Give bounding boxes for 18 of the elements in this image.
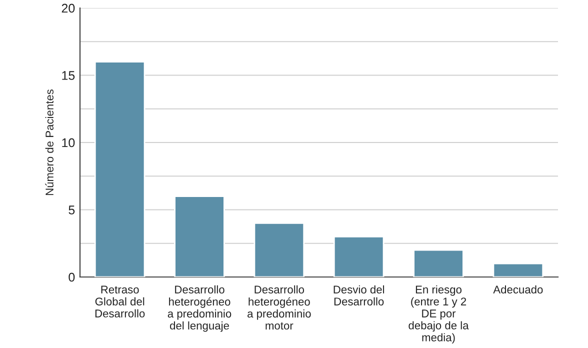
- x-tick-label: Retraso Global del Desarrollo: [95, 286, 145, 318]
- y-tick-label: 20: [62, 4, 75, 13]
- bar: [174, 196, 225, 277]
- bar: [413, 249, 464, 277]
- x-tick-label: En riesgo (entre 1 y 2 DE por debajo de la media): [408, 285, 469, 344]
- x-tick-label: Adecuado: [493, 285, 543, 294]
- y-tick-label: 10: [62, 138, 75, 148]
- y-tick-label: 0: [68, 272, 75, 282]
- bar: [333, 236, 384, 277]
- y-tick-label: 5: [68, 206, 75, 214]
- x-tick-label: Desarrollo heterogéneo a predominio del lenguaje: [168, 285, 232, 332]
- y-axis-title: Número de Pacientes: [45, 89, 54, 196]
- bar: [94, 61, 146, 277]
- x-tick-label: Desvio del Desarrollo: [334, 285, 384, 306]
- bar: [254, 222, 305, 277]
- bar: [492, 262, 544, 277]
- x-tick-label: Desarrollo heterogéneo a predominio motor: [248, 285, 311, 330]
- y-tick-label: 15: [62, 71, 75, 80]
